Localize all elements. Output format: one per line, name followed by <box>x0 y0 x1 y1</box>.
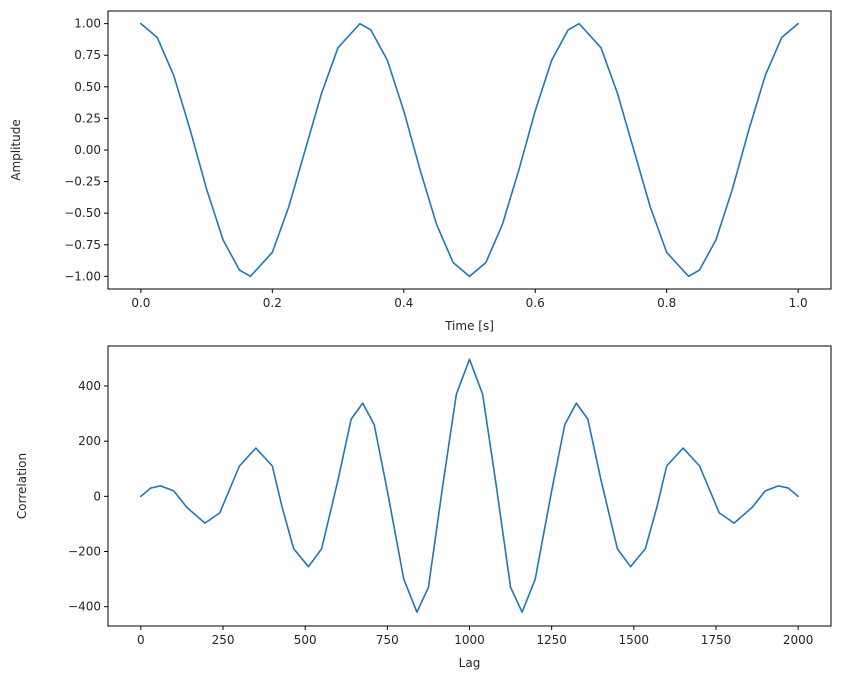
y-tick-label: 0 <box>93 489 101 503</box>
x-tick-label: 0.6 <box>526 296 545 310</box>
y-tick-label: 400 <box>78 379 101 393</box>
x-tick-label: 1.0 <box>789 296 808 310</box>
y-tick-label: −0.50 <box>64 206 101 220</box>
x-tick-label: 0 <box>137 633 145 647</box>
x-tick-label: 1000 <box>454 633 485 647</box>
axes-frame <box>107 345 832 627</box>
x-tick-label: 1250 <box>536 633 567 647</box>
y-tick-label: −0.25 <box>64 175 101 189</box>
x-axis-label: Time [s] <box>444 319 494 333</box>
series-line-0 <box>140 358 799 614</box>
bottom-subplot: 0 250 500 750 1000 1250 1500 1750 2000 −400 −200 0 2… <box>15 345 832 670</box>
series-line-0 <box>140 22 799 278</box>
y-tick-label: 0.75 <box>74 48 101 62</box>
y-axis-label: Correlation <box>15 453 29 519</box>
axes-frame <box>107 10 832 290</box>
y-tick-label: 0.00 <box>74 143 101 157</box>
x-tick-label: 0.0 <box>131 296 150 310</box>
x-tick-label: 1750 <box>701 633 732 647</box>
x-tick-label: 750 <box>376 633 399 647</box>
y-tick-label: 0.25 <box>74 111 101 125</box>
y-tick-label: 200 <box>78 434 101 448</box>
y-tick-label: 1.00 <box>74 17 101 31</box>
top-subplot: 0.0 0.2 0.4 0.6 0.8 1.0 −1.00 −0.75 −0.50 −0.25 0.… <box>9 10 832 333</box>
y-tick-label: −0.75 <box>64 238 101 252</box>
y-tick-label: −1.00 <box>64 269 101 283</box>
x-tick-label: 500 <box>294 633 317 647</box>
x-tick-label: 2000 <box>783 633 814 647</box>
y-tick-label: 0.50 <box>74 80 101 94</box>
x-tick-label: 0.2 <box>263 296 282 310</box>
x-tick-label: 0.4 <box>394 296 413 310</box>
x-tick-label: 1500 <box>619 633 650 647</box>
x-axis-label: Lag <box>459 656 481 670</box>
x-tick-label: 0.8 <box>657 296 676 310</box>
y-tick-label: −400 <box>68 600 101 614</box>
x-tick-label: 250 <box>212 633 235 647</box>
y-tick-label: −200 <box>68 545 101 559</box>
y-axis-label: Amplitude <box>9 119 23 181</box>
